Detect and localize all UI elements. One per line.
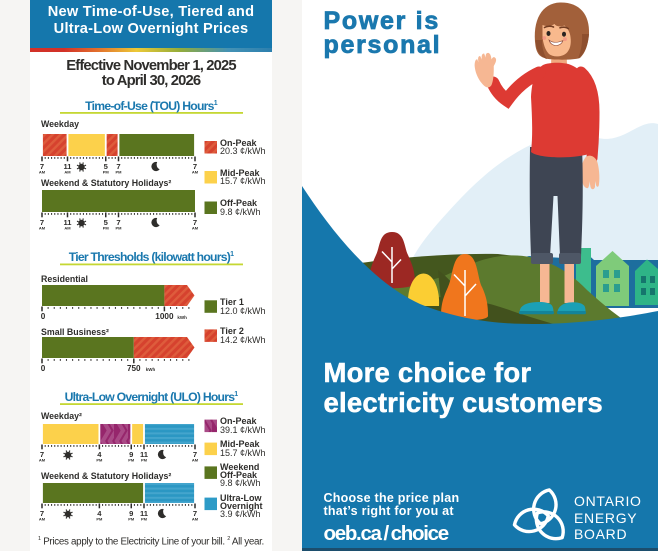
svg-text:PM: PM [116,170,123,175]
svg-text:7: 7 [193,218,197,227]
svg-text:AM: AM [39,517,46,522]
svg-text:7: 7 [40,450,44,459]
svg-text:AM: AM [192,226,199,231]
svg-text:11: 11 [140,450,149,459]
svg-text:1000: 1000 [155,312,174,321]
svg-text:4: 4 [97,450,102,459]
svg-text:7: 7 [193,162,197,171]
svg-text:0: 0 [41,312,46,321]
svg-text:9: 9 [129,450,133,459]
svg-text:PM: PM [128,517,135,522]
svg-text:7: 7 [193,450,197,459]
svg-text:AM: AM [192,170,199,175]
svg-text:0: 0 [41,364,46,373]
svg-text:7: 7 [40,162,44,171]
svg-text:750: 750 [127,364,141,373]
svg-text:11: 11 [140,509,149,518]
svg-text:5: 5 [104,162,109,171]
svg-text:AM: AM [39,226,46,231]
svg-text:11: 11 [63,218,72,227]
svg-text:kWh: kWh [177,315,187,320]
svg-text:PM: PM [141,517,148,522]
svg-text:7: 7 [116,162,120,171]
svg-text:AM: AM [39,458,46,463]
svg-text:7: 7 [40,509,44,518]
svg-text:7: 7 [116,218,120,227]
svg-text:kWh: kWh [146,367,156,372]
svg-text:AM: AM [39,170,46,175]
svg-text:PM: PM [128,458,135,463]
svg-text:9: 9 [129,509,133,518]
svg-text:4: 4 [97,509,102,518]
svg-text:AM: AM [192,517,199,522]
svg-text:AM: AM [64,170,71,175]
svg-text:5: 5 [104,218,109,227]
svg-text:7: 7 [40,218,44,227]
svg-text:PM: PM [116,226,123,231]
svg-text:PM: PM [103,170,110,175]
svg-text:AM: AM [64,226,71,231]
svg-text:AM: AM [192,458,199,463]
svg-text:11: 11 [63,162,72,171]
svg-text:7: 7 [193,509,197,518]
svg-text:PM: PM [141,458,148,463]
svg-text:PM: PM [103,226,110,231]
svg-text:PM: PM [96,458,103,463]
svg-text:PM: PM [96,517,103,522]
